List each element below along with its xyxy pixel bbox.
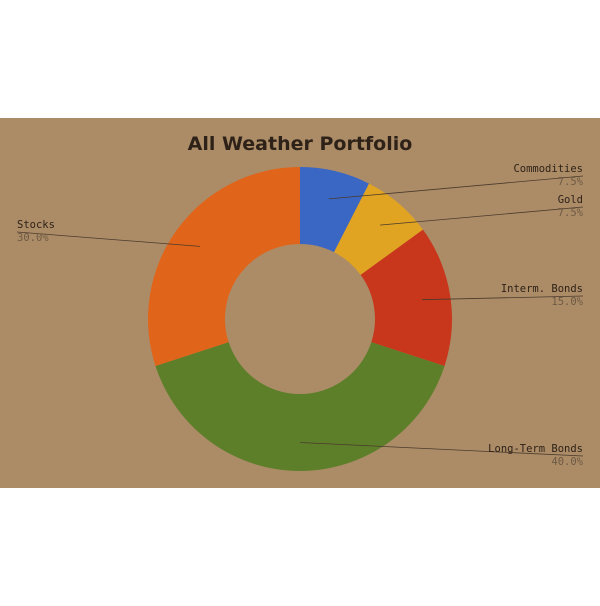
leader-line-commodities xyxy=(328,175,584,200)
chart-panel: All Weather Portfolio Commodities 7.5% Gol… xyxy=(0,118,600,488)
chart-title: All Weather Portfolio xyxy=(188,133,413,155)
donut-slices xyxy=(148,167,452,471)
leader-line-long-term-bonds xyxy=(299,442,584,457)
slice-interm-bonds xyxy=(360,229,452,366)
slice-value-stocks: 30.0% xyxy=(17,232,49,244)
slice-label-commodities: Commodities xyxy=(513,163,583,175)
slice-label-interm-bonds: Interm. Bonds xyxy=(501,283,583,295)
slice-gold xyxy=(334,183,423,275)
slice-commodities xyxy=(300,167,370,253)
slice-value-commodities: 7.5% xyxy=(558,176,584,188)
slice-long-term-bonds xyxy=(155,342,445,471)
leader-line-interm-bonds xyxy=(421,295,584,301)
slice-value-interm-bonds: 15.0% xyxy=(551,296,583,308)
slice-label-long-term-bonds: Long-Term Bonds xyxy=(488,443,583,455)
slice-stocks xyxy=(148,167,300,366)
donut-chart: All Weather Portfolio Commodities7.5%Gol… xyxy=(16,133,584,471)
leader-line-gold xyxy=(380,206,584,226)
leader-line-stocks xyxy=(16,231,201,247)
slice-label-gold: Gold xyxy=(558,194,583,206)
slice-value-gold: 7.5% xyxy=(558,207,584,219)
slice-label-stocks: Stocks xyxy=(17,219,55,231)
slice-value-long-term-bonds: 40.0% xyxy=(551,456,583,468)
